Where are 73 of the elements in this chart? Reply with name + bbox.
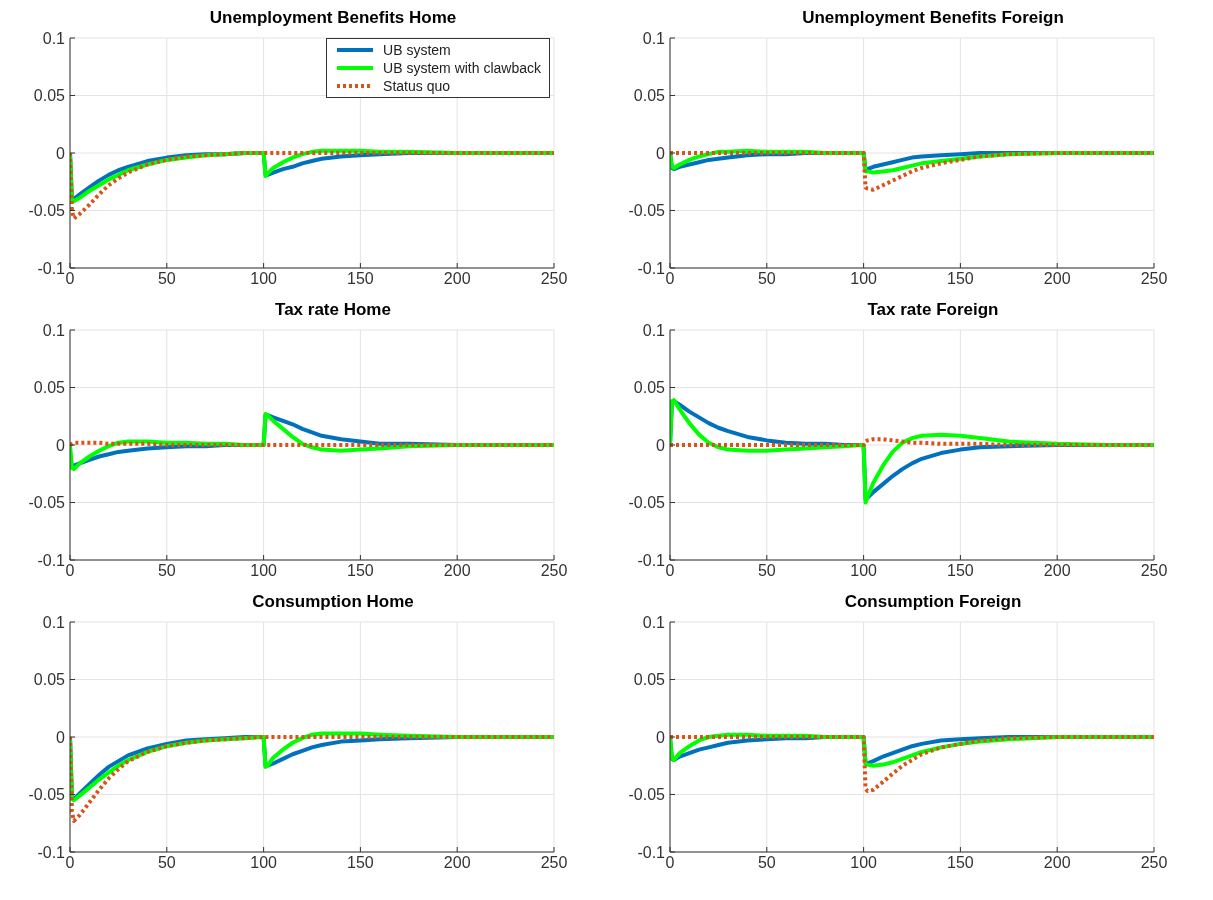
y-tick-label: 0.05 <box>33 87 66 105</box>
y-tick-label: 0.1 <box>642 613 666 631</box>
x-tick-label: 50 <box>757 854 776 872</box>
legend-label: UB system <box>383 41 451 59</box>
x-tick-label: 100 <box>250 562 278 580</box>
x-tick-label: 100 <box>250 270 278 288</box>
y-tick-label: 0.05 <box>633 87 666 105</box>
x-tick-label: 150 <box>347 854 374 872</box>
line-series <box>670 151 1154 192</box>
x-tick-label: 150 <box>947 562 974 580</box>
chart-title: Tax rate Home <box>275 300 391 319</box>
x-tick-label: 100 <box>850 854 878 872</box>
chart-title: Consumption Home <box>252 592 414 611</box>
chart-title: Unemployment Benefits Home <box>209 8 457 27</box>
x-tick-label: 50 <box>757 562 776 580</box>
x-tick-label: 50 <box>157 854 176 872</box>
line-series <box>670 735 1154 794</box>
x-tick-label: 100 <box>850 562 878 580</box>
x-tick-label: 200 <box>443 562 471 580</box>
x-tick-label: 100 <box>850 270 878 288</box>
y-tick-label: 0 <box>56 144 66 162</box>
y-tick-label: -0.05 <box>628 494 666 512</box>
x-tick-label: 250 <box>540 854 568 872</box>
x-tick-label: 150 <box>347 562 374 580</box>
line-series <box>70 151 554 221</box>
x-tick-label: 150 <box>947 270 974 288</box>
x-tick-label: 150 <box>947 854 974 872</box>
y-tick-label: -0.1 <box>637 551 666 569</box>
y-tick-label: -0.05 <box>628 786 666 804</box>
y-tick-label: 0.1 <box>642 321 666 339</box>
y-tick-label: -0.05 <box>28 202 66 220</box>
x-tick-label: 250 <box>540 270 568 288</box>
y-tick-label: -0.05 <box>28 786 66 804</box>
chart-title: Consumption Foreign <box>844 592 1022 611</box>
y-tick-label: 0 <box>56 728 66 746</box>
y-tick-label: -0.1 <box>37 843 66 861</box>
legend-label: Status quo <box>383 77 450 95</box>
x-tick-label: 250 <box>1140 270 1168 288</box>
y-tick-label: -0.05 <box>628 202 666 220</box>
x-tick-label: 250 <box>540 562 568 580</box>
y-tick-label: -0.05 <box>28 494 66 512</box>
y-tick-label: -0.1 <box>637 259 666 277</box>
y-tick-label: 0.05 <box>33 379 66 397</box>
y-tick-label: 0.1 <box>42 321 66 339</box>
y-tick-label: -0.1 <box>637 843 666 861</box>
y-tick-label: 0.05 <box>633 671 666 689</box>
y-tick-label: 0 <box>656 144 666 162</box>
y-tick-label: 0 <box>56 436 66 454</box>
x-tick-label: 200 <box>1043 854 1071 872</box>
x-tick-label: 200 <box>1043 270 1071 288</box>
y-tick-label: 0.1 <box>42 613 66 631</box>
x-tick-label: 200 <box>1043 562 1071 580</box>
x-tick-label: 200 <box>443 270 471 288</box>
y-tick-label: 0.1 <box>642 29 666 47</box>
y-tick-label: -0.1 <box>37 259 66 277</box>
line-series <box>70 735 554 823</box>
y-tick-label: 0 <box>656 728 666 746</box>
legend-label: UB system with clawback <box>383 59 541 77</box>
x-tick-label: 100 <box>250 854 278 872</box>
chart-title: Unemployment Benefits Foreign <box>802 8 1064 27</box>
y-tick-label: 0.05 <box>33 671 66 689</box>
x-tick-label: 50 <box>757 270 776 288</box>
y-tick-label: -0.1 <box>37 551 66 569</box>
y-tick-label: 0 <box>656 436 666 454</box>
x-tick-label: 50 <box>157 270 176 288</box>
x-tick-label: 50 <box>157 562 176 580</box>
x-tick-label: 200 <box>443 854 471 872</box>
y-tick-label: 0.05 <box>633 379 666 397</box>
x-tick-label: 250 <box>1140 562 1168 580</box>
chart-title: Tax rate Foreign <box>867 300 999 319</box>
y-tick-label: 0.1 <box>42 29 66 47</box>
x-tick-label: 150 <box>347 270 374 288</box>
x-tick-label: 250 <box>1140 854 1168 872</box>
